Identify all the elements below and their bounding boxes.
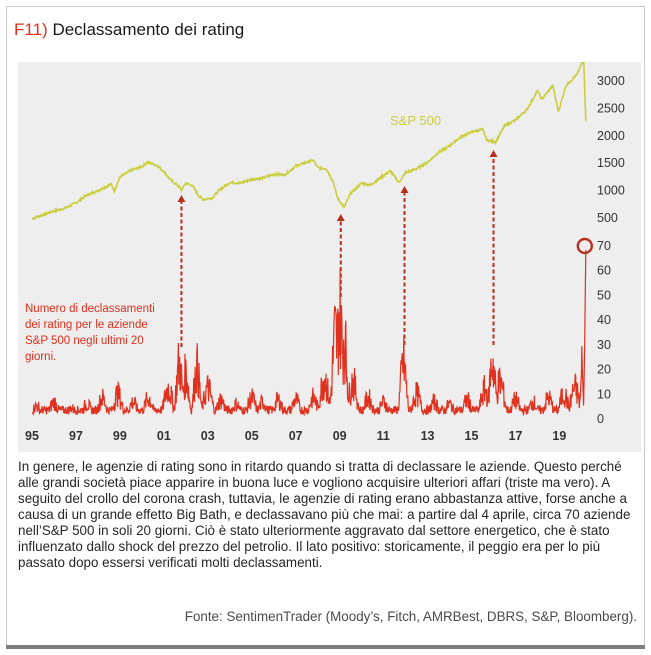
x-tick-label: 01 xyxy=(157,429,171,443)
chart-background xyxy=(18,62,641,452)
arrow-head xyxy=(177,195,186,202)
x-tick-label: 11 xyxy=(377,429,390,443)
downgrades-label-line: S&P 500 negli ultimi 20 xyxy=(25,335,144,347)
upper-tick-label: 500 xyxy=(597,211,618,225)
lower-tick-label: 70 xyxy=(597,239,611,253)
x-tick-label: 19 xyxy=(552,429,566,443)
sp500-line xyxy=(31,62,587,221)
source-note: Fonte: SentimenTrader (Moody’s, Fitch, A… xyxy=(184,609,637,624)
arrow-head xyxy=(489,150,498,157)
upper-tick-label: 3000 xyxy=(597,74,625,88)
downgrades-line-layer xyxy=(31,237,594,417)
bottom-rule xyxy=(6,645,645,649)
lower-tick-label: 30 xyxy=(597,338,611,352)
lower-tick-label: 20 xyxy=(597,363,611,377)
x-tick-label: 99 xyxy=(113,429,127,443)
arrow-head xyxy=(400,186,409,193)
upper-tick-label: 2500 xyxy=(597,101,625,115)
highlight-circle xyxy=(576,237,594,255)
lower-tick-label: 40 xyxy=(597,313,611,327)
upper-tick-label: 1000 xyxy=(597,184,625,198)
x-tick-label: 07 xyxy=(289,429,303,443)
x-tick-label: 13 xyxy=(421,429,435,443)
x-tick-label: 05 xyxy=(245,429,259,443)
upper-tick-label: 1500 xyxy=(597,156,625,170)
figure-number: F11) xyxy=(14,20,48,39)
sp500-line-layer xyxy=(31,62,587,221)
arrows-layer xyxy=(177,150,498,347)
downgrades-label-line: giorni. xyxy=(25,351,56,363)
lower-tick-label: 0 xyxy=(597,412,604,426)
downgrades-label-line: dei rating per le aziende xyxy=(25,319,148,331)
lower-tick-label: 60 xyxy=(597,264,611,278)
sp500-series-label: S&P 500 xyxy=(390,113,441,128)
downgrades-line xyxy=(31,249,587,417)
figure-title: F11) Declassamento dei rating xyxy=(14,20,244,40)
x-tick-label: 17 xyxy=(509,429,523,443)
downgrades-series-label: Numero di declassamenti dei rating per le… xyxy=(25,303,155,363)
caption-text: In genere, le agenzie di rating sono in … xyxy=(18,459,631,570)
x-tick-label: 09 xyxy=(333,429,347,443)
arrow-head xyxy=(336,214,345,221)
figure-title-text: Declassamento dei rating xyxy=(52,20,245,39)
x-tick-label: 95 xyxy=(25,429,39,443)
downgrades-label-line: Numero di declassamenti xyxy=(25,303,155,315)
x-axis-ticks: 95 97 99 01 03 05 07 09 11 13 15 17 19 xyxy=(25,429,566,443)
lower-tick-label: 50 xyxy=(597,288,611,302)
upper-tick-label: 2000 xyxy=(597,129,625,143)
lower-tick-label: 10 xyxy=(597,387,611,401)
upper-axis-ticks: 500 1000 1500 2000 2500 3000 xyxy=(597,74,625,225)
x-tick-label: 15 xyxy=(465,429,479,443)
x-tick-label: 03 xyxy=(201,429,215,443)
lower-axis-ticks: 0 10 20 30 40 50 60 70 xyxy=(597,239,611,426)
x-tick-label: 97 xyxy=(69,429,83,443)
